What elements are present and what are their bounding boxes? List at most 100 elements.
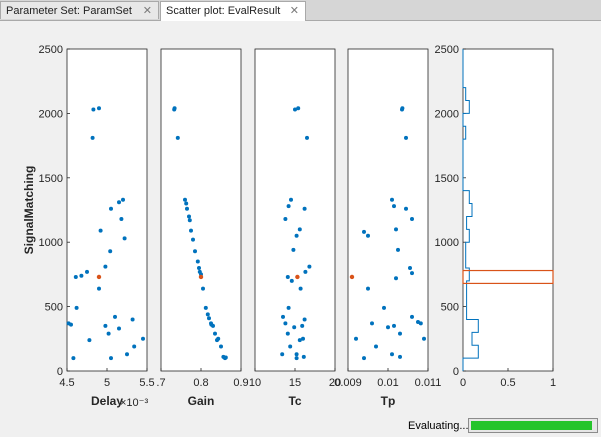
data-point — [87, 338, 92, 343]
data-point — [408, 265, 412, 270]
data-point — [187, 214, 191, 219]
data-point — [288, 344, 293, 349]
data-point — [390, 197, 394, 202]
panel-ytick-label: 1000 — [39, 237, 63, 249]
data-point — [203, 305, 208, 310]
data-point — [354, 336, 358, 341]
histogram-xtick-label: 1 — [550, 377, 556, 389]
data-point — [303, 269, 308, 274]
data-point — [175, 135, 180, 140]
data-point — [285, 331, 290, 336]
data-point — [85, 269, 89, 274]
panel-tp-axes — [347, 48, 429, 372]
data-point — [117, 200, 121, 205]
data-point — [130, 317, 135, 322]
data-point — [366, 233, 370, 238]
data-point — [294, 356, 299, 361]
data-point — [113, 314, 117, 319]
data-point — [370, 321, 374, 326]
data-point — [103, 323, 108, 328]
data-point — [117, 326, 121, 331]
data-point — [382, 305, 386, 310]
data-point — [396, 247, 400, 252]
panel-tc-axes — [254, 48, 336, 372]
data-point — [219, 344, 223, 349]
data-point — [69, 322, 73, 327]
histogram-ytick-label: 2500 — [435, 44, 459, 56]
tab-label: Parameter Set: ParamSet — [6, 5, 132, 17]
xtick-label: .7 — [156, 377, 165, 389]
data-point — [366, 286, 370, 291]
xtick-label: 0.011 — [415, 377, 442, 389]
data-point — [392, 323, 396, 328]
data-point — [394, 276, 398, 281]
highlighted-point — [96, 274, 102, 280]
data-point — [121, 197, 125, 202]
data-point — [185, 206, 189, 211]
data-point — [195, 259, 200, 264]
histogram-ytick-label: 2000 — [435, 108, 459, 120]
panel-ytick-label: 2000 — [39, 108, 63, 120]
data-point — [73, 274, 78, 279]
progress-bar — [468, 418, 598, 433]
histogram-ytick-label: 0 — [453, 366, 459, 378]
data-point — [91, 107, 96, 112]
data-point — [213, 331, 217, 336]
tab-bar: Parameter Set: ParamSet ✕ Scatter plot: … — [0, 0, 601, 21]
data-point — [296, 106, 301, 111]
xtick-label: 10 — [249, 377, 261, 389]
data-point — [283, 321, 288, 326]
data-point — [201, 286, 205, 291]
data-point — [362, 229, 366, 234]
data-point — [293, 107, 297, 112]
tab-scatter-plot[interactable]: Scatter plot: EvalResult ✕ — [160, 1, 306, 21]
panel-gain-axes — [160, 48, 242, 372]
data-point — [103, 264, 108, 269]
data-point — [197, 265, 201, 270]
data-point — [301, 336, 305, 341]
data-point — [211, 323, 215, 328]
xtick-label: 0.8 — [193, 377, 208, 389]
data-point — [79, 273, 84, 278]
panel-ytick-label: 0 — [57, 366, 63, 378]
data-point — [374, 344, 378, 349]
data-point — [286, 204, 291, 209]
xtick-label: 5.5 — [139, 377, 154, 389]
histogram-axes — [462, 48, 554, 372]
close-icon[interactable]: ✕ — [289, 5, 299, 17]
close-icon[interactable]: ✕ — [142, 5, 152, 17]
data-point — [394, 227, 398, 232]
y-axis-label: SignalMatching — [22, 166, 36, 255]
tab-label: Scatter plot: EvalResult — [166, 5, 281, 17]
xtick-label: 0.9 — [233, 377, 248, 389]
data-point — [205, 312, 210, 317]
data-point — [285, 274, 290, 279]
highlighted-point — [198, 274, 204, 280]
status-text: Evaluating... — [408, 420, 469, 432]
data-point — [106, 331, 111, 336]
data-point — [410, 217, 414, 222]
data-point — [172, 106, 177, 111]
data-point — [297, 227, 302, 232]
xtick-label: 5 — [104, 377, 110, 389]
data-point — [386, 325, 390, 330]
panel-ytick-label: 500 — [45, 302, 63, 314]
data-point — [184, 201, 189, 206]
xtick-label: 0.009 — [334, 377, 362, 389]
data-point — [404, 135, 408, 140]
data-point — [410, 314, 414, 319]
data-point — [294, 233, 299, 238]
data-point — [207, 316, 211, 321]
data-point — [362, 356, 366, 361]
data-point — [422, 336, 426, 341]
data-point — [122, 236, 127, 241]
data-point — [300, 323, 305, 328]
data-point — [141, 336, 145, 341]
progress-fill — [471, 421, 593, 430]
data-point — [307, 264, 312, 269]
data-point — [90, 135, 95, 140]
tab-parameter-set[interactable]: Parameter Set: ParamSet ✕ — [0, 1, 159, 19]
data-point — [298, 286, 303, 291]
data-point — [305, 135, 309, 140]
data-point — [109, 356, 113, 361]
